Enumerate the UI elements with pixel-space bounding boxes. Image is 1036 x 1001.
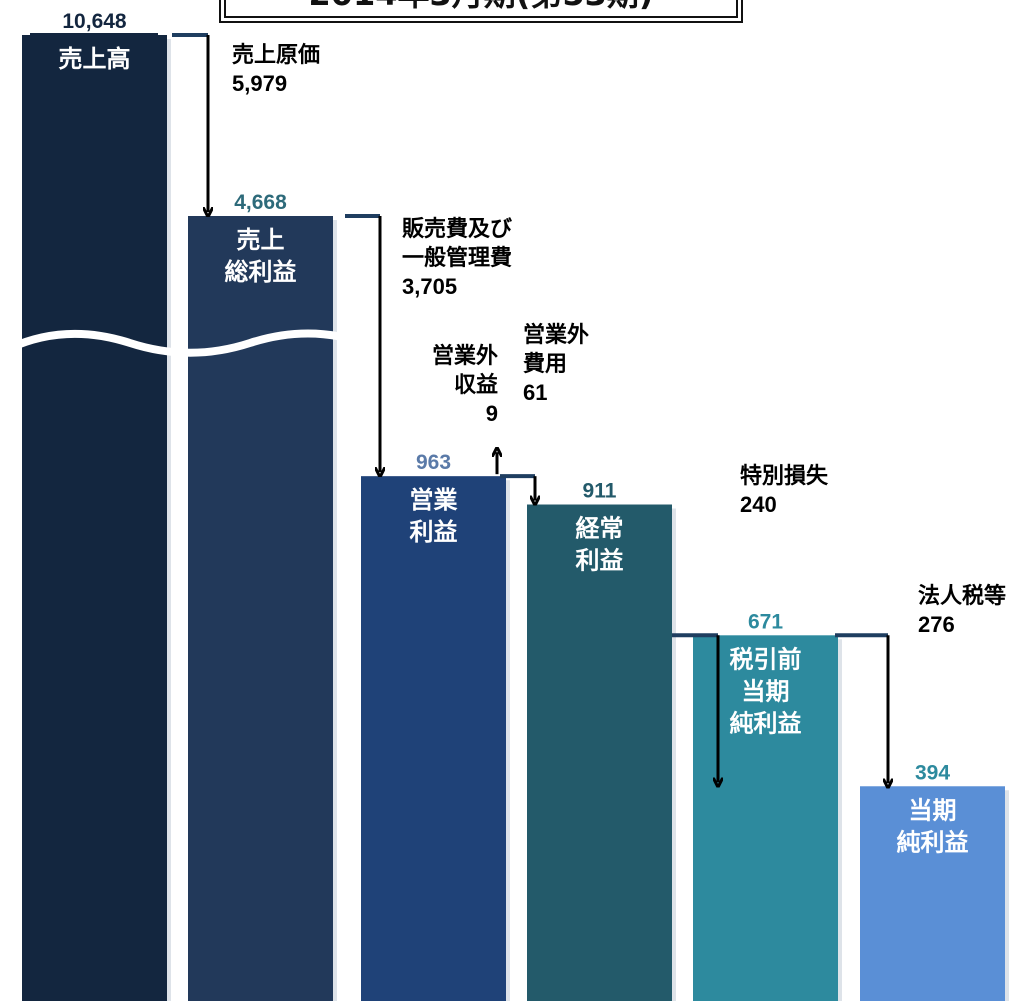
value-label-4: 671: [748, 610, 783, 633]
bar-shadow-1: [333, 220, 337, 1001]
step-label-2-line-0: 営業外: [432, 343, 498, 368]
bar-label-4-line-1: 当期: [742, 678, 790, 705]
chart-title-text: 2014年3月期(第53期): [308, 0, 653, 12]
bar-label-5-line-0: 当期: [909, 797, 957, 824]
bar-3: [527, 504, 672, 1001]
value-label-1: 4,668: [234, 191, 287, 214]
bar-shadow-5: [1005, 790, 1009, 1001]
bar-2: [361, 476, 506, 1001]
bar-shadow-4: [838, 639, 842, 1001]
step-label-3-line-2: 61: [523, 380, 547, 405]
bar-label-3-line-0: 経常: [576, 515, 624, 543]
step-label-1-line-1: 一般管理費: [402, 245, 512, 270]
bar-label-1-line-0: 売上: [237, 227, 285, 254]
bar-shadow-0: [167, 39, 171, 1001]
step-label-3-line-1: 費用: [523, 351, 567, 376]
bar-label-1-line-1: 総利益: [225, 258, 297, 286]
bar-0: [22, 35, 167, 1001]
step-label-4-line-1: 240: [740, 492, 777, 517]
step-label-3-line-0: 営業外: [523, 322, 589, 347]
bar-label-0-line-0: 売上高: [59, 45, 131, 73]
bar-label-4-line-2: 純利益: [730, 709, 802, 737]
axis-break: [8, 329, 372, 357]
step-label-0-line-1: 5,979: [232, 71, 287, 96]
bar-label-2-line-0: 営業: [410, 486, 458, 514]
step-label-5-line-0: 法人税等: [918, 583, 1006, 608]
step-label-0-line-0: 売上原価: [232, 42, 320, 67]
bar-1: [188, 216, 333, 1001]
value-label-0: 10,648: [62, 10, 127, 33]
bar-shadow-3: [672, 508, 676, 1001]
value-label-3: 911: [583, 480, 617, 503]
step-label-2-line-2: 9: [486, 401, 498, 426]
step-label-1-line-0: 販売費及び: [402, 216, 512, 241]
step-label-2-line-1: 収益: [454, 372, 498, 397]
bar-label-2-line-1: 利益: [410, 518, 458, 546]
axis-break-wave: [8, 329, 372, 357]
bar-label-5-line-1: 純利益: [897, 828, 969, 856]
bars-layer: [22, 35, 1009, 1001]
step-label-4-line-0: 特別損失: [740, 463, 829, 488]
bar-label-4-line-0: 税引前: [730, 645, 802, 673]
bar-5: [860, 786, 1005, 1001]
value-label-5: 394: [915, 761, 950, 784]
labels-layer: 10,648売上高4,668売上総利益963営業利益911経常利益671税引前当…: [59, 10, 1007, 856]
step-label-5-line-1: 276: [918, 612, 955, 637]
bar-label-3-line-1: 利益: [576, 547, 624, 575]
bar-shadow-2: [506, 480, 510, 1001]
step-label-1-line-2: 3,705: [402, 274, 457, 299]
connectors-layer: [30, 33, 888, 783]
value-label-2: 963: [416, 451, 451, 474]
chart-title: 2014年3月期(第53期): [219, 0, 743, 23]
